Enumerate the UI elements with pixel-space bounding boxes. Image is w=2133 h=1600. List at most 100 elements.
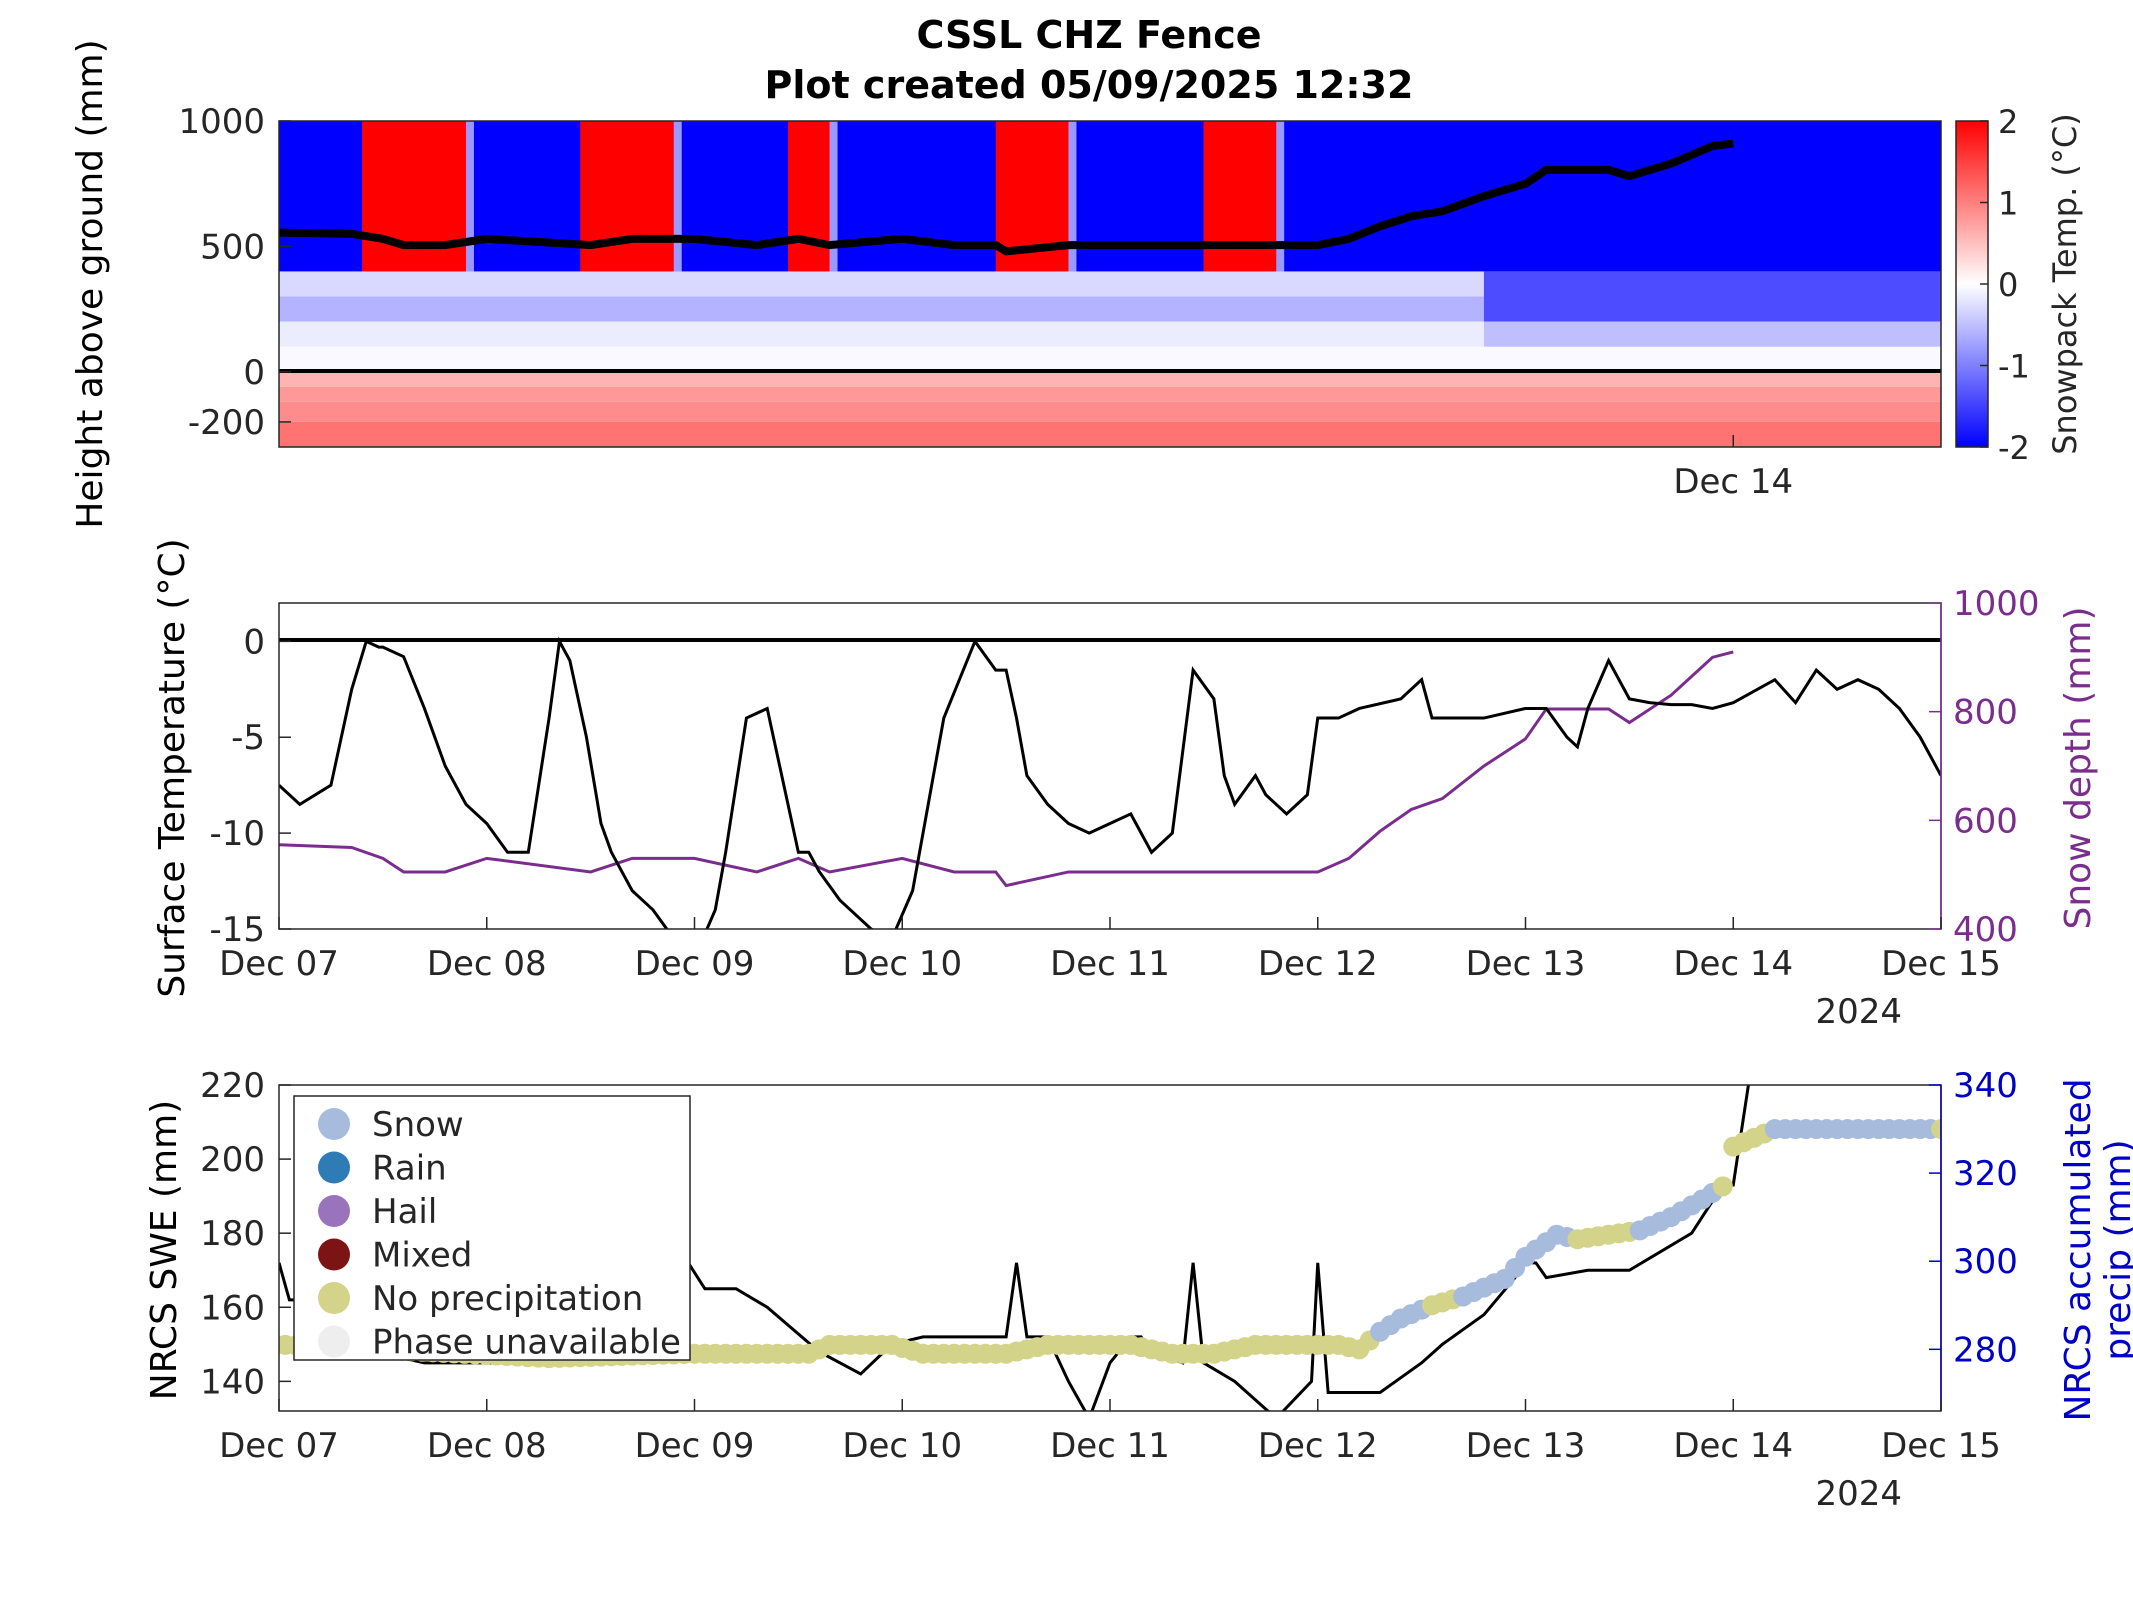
right-tick-label: 800 (1953, 693, 2018, 733)
y-tick-label: 500 (200, 227, 265, 267)
legend-marker (318, 1108, 350, 1140)
heatmap-panel: 1000 500 0 -200 Dec 14 Height above ground … (70, 39, 2084, 528)
heatmap-cold-band (1483, 271, 1941, 322)
temp-x-ticks: Dec 07 Dec 08 Dec 09 Dec 10 Dec 11 Dec 12 Dec … (219, 917, 2001, 984)
precip-y-label-line1: NRCS accumulated (2058, 1078, 2099, 1421)
colorbar-label: Snowpack Temp. (°C) (2046, 113, 2084, 455)
legend-marker (318, 1238, 350, 1271)
heatmap-warm-edge (465, 121, 474, 272)
legend-label: Mixed (372, 1236, 472, 1276)
y-tick-label: 180 (200, 1214, 265, 1254)
y-tick-label: 200 (200, 1140, 265, 1180)
y-tick-label: -200 (188, 403, 265, 443)
temp-year-label: 2024 (1815, 992, 1902, 1032)
x-tick-label: Dec 13 (1466, 1426, 1586, 1466)
y-tick-label: 0 (243, 622, 265, 662)
swe-y-label: NRCS SWE (mm) (144, 1100, 185, 1400)
temp-y-label: Surface Temperature (°C) (152, 538, 193, 997)
x-tick-label: Dec 11 (1050, 1426, 1170, 1466)
heatmap-warm-period (580, 121, 674, 272)
x-tick-label: Dec 10 (842, 944, 962, 984)
heatmap-warm-edge (829, 121, 838, 272)
heatmap-ground-band (279, 421, 1941, 447)
legend-label: Phase unavailable (372, 1323, 681, 1363)
precip-point (1712, 1176, 1733, 1197)
legend-marker (318, 1151, 350, 1184)
right-tick-label: 320 (1953, 1154, 2018, 1194)
y-tick-label: 1000 (178, 102, 265, 142)
legend-marker (318, 1195, 350, 1227)
legend-marker (318, 1282, 350, 1314)
x-tick-label: Dec 08 (427, 1426, 547, 1466)
x-tick-label: Dec 12 (1258, 1426, 1378, 1466)
colorbar-ticks: 2 1 0 -1 -2 (1980, 103, 2030, 467)
right-tick-label: 600 (1953, 801, 2018, 841)
heatmap-ground-band (279, 386, 1941, 402)
y-tick-label: 0 (243, 353, 265, 393)
colorbar-tick-label: 1 (1998, 185, 2018, 223)
heatmap-warm-edge (1068, 121, 1077, 272)
legend-label: Hail (372, 1192, 437, 1232)
colorbar-tick-label: -1 (1998, 348, 2030, 386)
heatmap-warm-edge (1276, 121, 1285, 272)
y-tick-label: 160 (200, 1288, 265, 1328)
figure-title: CSSL CHZ Fence (916, 13, 1261, 57)
figure-subtitle: Plot created 05/09/2025 12:32 (765, 63, 1414, 107)
swe-year-label: 2024 (1815, 1474, 1902, 1514)
legend-box (293, 1095, 691, 1361)
legend-label: No precipitation (372, 1279, 643, 1319)
snow-depth-y-label: Snow depth (mm) (2058, 606, 2099, 929)
heatmap-y-ticks: 1000 500 0 -200 (178, 102, 291, 443)
x-tick-label: Dec 10 (842, 1426, 962, 1466)
right-tick-label: 340 (1953, 1066, 2018, 1106)
heatmap-cool-band (1483, 321, 1941, 347)
heatmap-warm-period (787, 121, 830, 272)
heatmap-x-ticks: Dec 14 (1673, 435, 1793, 502)
precip-y-label-line2: precip (mm) (2098, 1139, 2133, 1360)
x-tick-label: Dec 08 (427, 944, 547, 984)
right-tick-label: 280 (1953, 1330, 2018, 1370)
y-tick-label: -10 (209, 814, 265, 854)
colorbar-tick-label: 2 (1998, 103, 2018, 141)
right-tick-label: 300 (1953, 1242, 2018, 1282)
temp-frame (278, 602, 1942, 930)
legend-label: Snow (372, 1105, 464, 1145)
snow-depth-line (279, 650, 1734, 888)
legend-label: Rain (372, 1149, 447, 1189)
x-tick-label: Dec 07 (219, 1426, 339, 1466)
swe-x-ticks: Dec 07 Dec 08 Dec 09 Dec 10 Dec 11 Dec 12 Dec … (219, 1399, 2001, 1466)
heatmap-cells (279, 121, 1941, 447)
precip-y-ticks: 340 320 300 280 (1929, 1066, 2018, 1411)
heatmap-y-label: Height above ground (mm) (70, 39, 111, 528)
x-tick-label: Dec 09 (635, 944, 755, 984)
x-tick-label: Dec 15 (1881, 1426, 2001, 1466)
heatmap-warm-edge (673, 121, 682, 272)
y-tick-label: 220 (200, 1066, 265, 1106)
x-tick-label: Dec 09 (635, 1426, 755, 1466)
heatmap-snow-depth-line (279, 139, 1734, 256)
heatmap-ground-band (279, 371, 1941, 387)
y-tick-label: -15 (209, 910, 265, 950)
temp-y-ticks: 0 -5 -10 -15 (209, 622, 291, 950)
right-tick-label: 400 (1953, 910, 2018, 950)
colorbar-tick-label: 0 (1998, 266, 2018, 304)
colorbar-tick-label: -2 (1998, 429, 2030, 467)
heatmap-frame (278, 120, 1942, 448)
x-tick-label: Dec 14 (1673, 944, 1793, 984)
legend-marker (318, 1325, 350, 1358)
x-tick-label: Dec 12 (1258, 944, 1378, 984)
y-tick-label: 140 (200, 1362, 265, 1402)
heatmap-snow-band (279, 346, 1941, 372)
x-tick-label: Dec 07 (219, 944, 339, 984)
x-tick-label: Dec 11 (1050, 944, 1170, 984)
x-tick-label: Dec 13 (1466, 944, 1586, 984)
right-tick-label: 1000 (1953, 584, 2040, 624)
swe-y-ticks: 220 200 180 160 140 (200, 1066, 291, 1402)
surface-temperature-line (279, 636, 1941, 929)
precip-point (1931, 1119, 1941, 1140)
x-tick-label: Dec 14 (1673, 462, 1793, 502)
